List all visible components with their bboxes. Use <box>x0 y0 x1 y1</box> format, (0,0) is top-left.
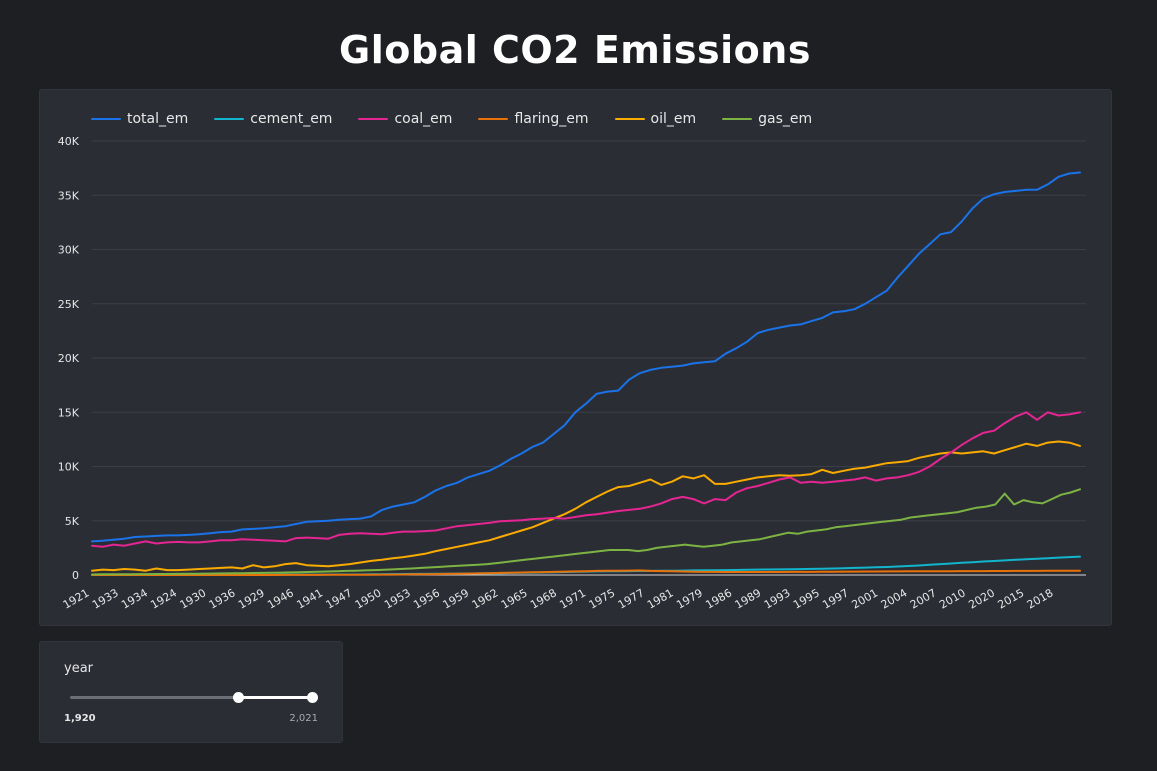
x-tick-label: 1993 <box>762 586 793 611</box>
year-slider-min-label: 1,920 <box>64 713 96 724</box>
y-tick-label: 35K <box>58 189 80 202</box>
y-tick-label: 0 <box>72 569 79 582</box>
legend-label: total_em <box>127 111 189 127</box>
x-tick-label: 2020 <box>966 586 997 611</box>
x-tick-label: 1995 <box>791 586 822 611</box>
legend-label: oil_em <box>650 111 697 127</box>
x-tick-label: 2015 <box>996 586 1027 611</box>
x-tick-label: 1934 <box>119 586 150 611</box>
legend-item-total_em[interactable]: total_em <box>91 111 188 127</box>
chart-card: 0 5K 10K 15K 20K 25K 30K 35K 40K 1921 1933 1934 1924… <box>39 89 1112 626</box>
x-tick-label: 1986 <box>703 586 734 611</box>
x-tick-label: 2001 <box>849 586 880 611</box>
x-tick-label: 1929 <box>236 586 267 611</box>
x-tick-label: 1924 <box>148 586 179 611</box>
year-filter-label: year <box>64 661 94 676</box>
x-tick-label: 1989 <box>733 586 764 611</box>
x-tick-label: 1975 <box>587 586 618 611</box>
y-tick-label: 20K <box>58 352 80 365</box>
y-tick-label: 40K <box>58 135 80 148</box>
legend-swatch <box>214 118 245 120</box>
legend-label: coal_em <box>394 111 453 127</box>
line-chart: 0 5K 10K 15K 20K 25K 30K 35K 40K 1921193319341924… <box>58 135 1086 612</box>
x-tick-label: 1941 <box>294 586 325 611</box>
x-tick-label: 2007 <box>908 586 939 611</box>
x-tick-label: 1950 <box>353 586 384 611</box>
legend-label: flaring_em <box>514 111 589 127</box>
legend-swatch <box>358 118 389 120</box>
series-line-coal_em <box>91 411 1081 548</box>
series-line-flaring_em <box>91 569 1081 576</box>
x-tick-label: 1965 <box>499 586 530 611</box>
legend-label: gas_em <box>758 111 813 127</box>
year-slider-max-label: 2,021 <box>289 713 318 724</box>
legend-item-oil_em[interactable]: oil_em <box>614 111 697 127</box>
chart-legend: total_em cement_em coal_em flaring_em oil_em… <box>91 111 812 127</box>
x-tick-label: 2010 <box>937 586 968 611</box>
x-tick-label: 1977 <box>616 586 647 611</box>
x-tick-label: 1959 <box>441 586 472 611</box>
legend-item-coal_em[interactable]: coal_em <box>358 111 452 127</box>
x-tick-label: 2018 <box>1025 586 1056 611</box>
legend-item-flaring_em[interactable]: flaring_em <box>478 111 589 127</box>
legend-item-gas_em[interactable]: gas_em <box>722 111 812 127</box>
x-tick-label: 1947 <box>324 586 355 611</box>
legend-swatch <box>614 118 645 120</box>
y-tick-label: 25K <box>58 298 80 311</box>
x-tick-label: 1930 <box>178 586 209 611</box>
x-tick-label: 1921 <box>61 586 92 611</box>
year-filter-card: year 1,920 2,021 <box>39 641 343 743</box>
y-tick-label: 30K <box>58 244 80 257</box>
x-tick-label: 1997 <box>820 586 851 611</box>
x-tick-label: 1933 <box>90 586 121 611</box>
y-tick-label: 15K <box>58 406 80 419</box>
legend-swatch <box>91 118 121 120</box>
x-tick-label: 1953 <box>382 586 413 611</box>
year-slider-selected-range <box>237 696 312 699</box>
x-tick-label: 1979 <box>674 586 705 611</box>
year-slider-end-handle[interactable] <box>307 692 318 703</box>
series-line-total_em <box>91 171 1081 543</box>
x-tick-label: 2004 <box>879 586 910 611</box>
x-tick-label: 1981 <box>645 586 676 611</box>
series-line-gas_em <box>91 488 1081 576</box>
year-slider-start-handle[interactable] <box>232 692 244 703</box>
x-tick-label: 1936 <box>207 586 238 611</box>
x-tick-label: 1946 <box>265 586 296 611</box>
page-title: Global CO2 Emissions <box>339 28 811 72</box>
legend-swatch <box>722 118 753 120</box>
y-tick-label: 5K <box>65 515 80 528</box>
series-line-oil_em <box>91 440 1081 572</box>
legend-label: cement_em <box>250 111 333 127</box>
legend-item-cement_em[interactable]: cement_em <box>214 111 332 127</box>
legend-swatch <box>478 118 509 120</box>
x-tick-label: 1962 <box>470 586 501 611</box>
x-tick-label: 1971 <box>557 586 588 611</box>
year-slider-track[interactable] <box>70 696 312 699</box>
x-tick-label: 1956 <box>411 586 442 611</box>
x-tick-label: 1968 <box>528 586 559 611</box>
y-tick-label: 10K <box>58 461 80 474</box>
